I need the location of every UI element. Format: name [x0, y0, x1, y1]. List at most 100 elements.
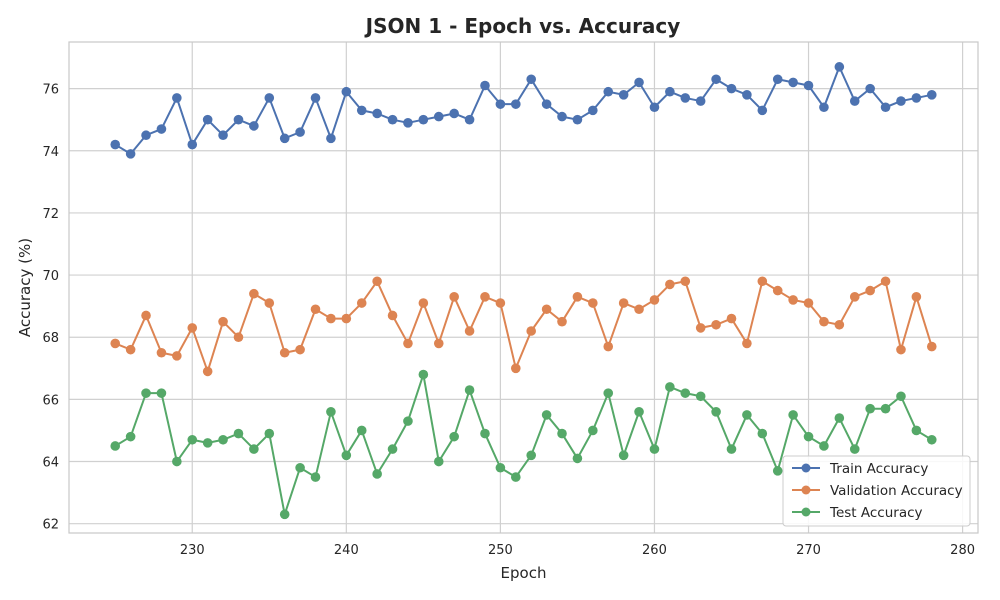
data-point-test-accuracy [464, 385, 475, 395]
legend-item-test-accuracy: Test Accuracy [792, 505, 923, 521]
data-point-test-accuracy [418, 369, 429, 380]
data-point-validation-accuracy [279, 347, 290, 358]
data-point-train-accuracy [572, 114, 583, 125]
data-point-test-accuracy [372, 469, 382, 479]
data-point-train-accuracy [618, 90, 629, 100]
data-point-test-accuracy [757, 428, 768, 439]
data-point-train-accuracy [896, 96, 906, 106]
data-point-test-accuracy [618, 450, 629, 461]
data-point-validation-accuracy [541, 304, 552, 315]
data-point-test-accuracy [649, 444, 660, 454]
data-point-validation-accuracy [557, 316, 567, 327]
data-point-validation-accuracy [680, 276, 691, 287]
data-point-test-accuracy [711, 407, 721, 417]
data-point-test-accuracy [834, 413, 845, 423]
data-point-validation-accuracy [326, 313, 336, 324]
data-point-validation-accuracy [757, 276, 768, 287]
legend-label: Validation Accuracy [830, 483, 963, 499]
data-point-train-accuracy [464, 114, 475, 125]
data-point-train-accuracy [125, 149, 136, 159]
legend-swatch-marker [801, 463, 811, 473]
data-point-test-accuracy [634, 407, 644, 417]
data-point-train-accuracy [711, 74, 721, 85]
data-point-train-accuracy [803, 80, 814, 91]
data-point-test-accuracy [449, 431, 459, 442]
data-point-validation-accuracy [695, 323, 706, 333]
data-point-train-accuracy [557, 111, 567, 122]
data-point-test-accuracy [803, 431, 814, 442]
data-point-test-accuracy [665, 382, 675, 392]
data-point-train-accuracy [295, 127, 305, 137]
data-point-train-accuracy [326, 133, 336, 144]
data-point-validation-accuracy [110, 338, 121, 349]
data-point-train-accuracy [588, 105, 598, 116]
data-point-train-accuracy [141, 130, 151, 141]
data-point-validation-accuracy [387, 310, 398, 321]
legend-label: Train Accuracy [829, 461, 928, 477]
x-tick-label: 270 [796, 543, 821, 558]
data-point-test-accuracy [326, 407, 336, 417]
legend-item-validation-accuracy: Validation Accuracy [792, 483, 963, 499]
data-point-validation-accuracy [187, 323, 198, 333]
data-point-validation-accuracy [495, 298, 506, 308]
data-point-validation-accuracy [464, 326, 475, 336]
data-point-train-accuracy [356, 105, 367, 116]
data-point-validation-accuracy [356, 298, 367, 308]
data-point-validation-accuracy [788, 295, 798, 305]
y-tick-label: 66 [42, 393, 59, 408]
data-point-validation-accuracy [772, 285, 783, 296]
data-point-validation-accuracy [310, 304, 321, 315]
data-point-validation-accuracy [849, 292, 860, 302]
data-point-train-accuracy [541, 99, 552, 109]
data-point-validation-accuracy [218, 316, 228, 327]
legend: Train Accuracy Validation Accuracy Test Ac… [782, 455, 971, 527]
y-tick-label: 62 [42, 518, 59, 533]
data-point-test-accuracy [341, 450, 352, 461]
data-point-validation-accuracy [665, 279, 675, 290]
data-point-test-accuracy [911, 425, 922, 436]
data-point-train-accuracy [911, 93, 922, 103]
data-point-validation-accuracy [202, 366, 213, 377]
series-validation-accuracy [110, 276, 937, 377]
data-point-validation-accuracy [896, 344, 906, 355]
data-point-test-accuracy [880, 403, 891, 414]
legend-label: Test Accuracy [829, 505, 923, 521]
data-point-test-accuracy [295, 462, 305, 473]
data-point-train-accuracy [926, 90, 937, 100]
data-point-validation-accuracy [711, 319, 721, 330]
data-point-test-accuracy [603, 388, 614, 398]
data-point-test-accuracy [557, 428, 567, 439]
data-point-validation-accuracy [880, 276, 891, 287]
data-point-test-accuracy [156, 388, 167, 398]
x-tick-label: 240 [334, 543, 359, 558]
data-point-validation-accuracy [726, 313, 737, 324]
y-tick-label: 68 [42, 331, 59, 346]
data-point-validation-accuracy [156, 347, 167, 358]
x-tick-label: 230 [180, 543, 205, 558]
grid [69, 42, 978, 533]
data-point-test-accuracy [310, 472, 321, 482]
data-point-train-accuracy [187, 139, 198, 150]
data-point-validation-accuracy [803, 298, 814, 308]
legend-item-train-accuracy: Train Accuracy [792, 461, 928, 477]
data-point-validation-accuracy [834, 319, 845, 330]
data-point-validation-accuracy [172, 351, 182, 361]
data-point-test-accuracy [233, 428, 244, 439]
data-point-train-accuracy [742, 90, 752, 100]
data-point-test-accuracy [264, 428, 275, 439]
data-point-validation-accuracy [588, 298, 598, 308]
data-point-validation-accuracy [510, 363, 521, 374]
data-point-train-accuracy [680, 93, 691, 103]
data-point-train-accuracy [156, 124, 167, 134]
data-point-test-accuracy [526, 450, 537, 461]
data-point-train-accuracy [526, 74, 537, 85]
data-point-validation-accuracy [480, 292, 490, 302]
data-point-validation-accuracy [125, 344, 136, 355]
series-test-accuracy [110, 369, 937, 520]
data-point-train-accuracy [433, 111, 444, 122]
data-point-validation-accuracy [141, 310, 151, 321]
data-point-test-accuracy [125, 431, 136, 442]
y-tick-label: 70 [42, 269, 59, 284]
data-point-test-accuracy [510, 472, 521, 482]
